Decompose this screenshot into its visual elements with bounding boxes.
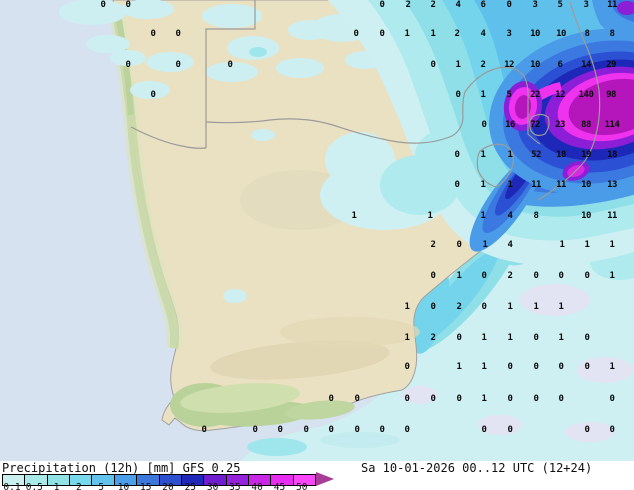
scale-segment [293,475,316,485]
border-botswana-sa-limpopo [205,66,541,145]
scale-tick-label: 1 [53,482,60,490]
ocean-lavender-patches [402,284,633,442]
scale-segment [137,475,160,485]
country-borders [130,0,601,201]
legend-strip: Precipitation (12h) [mm] GFS 0.25 Sa 10-… [0,461,634,490]
color-scale-bar [2,474,316,486]
scale-segment [248,475,272,485]
precipitation-map: 0 0 0 2 2 4 6 0 3 5 3 11 0 0 0 0 1 1 2 4 3 10 10 8 8 0 0 0 0 1 2 12 10 6 1… [0,0,634,461]
scale-segment [226,475,249,485]
scale-tick-label: 15 [140,482,152,490]
scale-tick-label: 35 [229,482,241,490]
scale-tick-label: 20 [162,482,174,490]
map-canvas [0,0,634,461]
scale-segment [70,475,93,485]
border-namibia-botswana [205,0,256,148]
scale-segment [204,475,227,485]
scale-tick-label: 2 [76,482,82,490]
scale-tick-label: 0.5 [25,482,43,490]
scale-segment [159,475,182,485]
scale-segment [181,475,205,485]
scale-segment [25,475,48,485]
forecast-datetime: Sa 10-01-2026 00..12 UTC (12+24) [361,461,593,475]
land-light-precip-patches [59,0,385,303]
scale-tick-label: 45 [273,482,286,490]
scale-tick-label: 25 [184,482,197,490]
scale-tick-label: 0.1 [3,482,21,490]
scale-tick-label: 40 [251,482,263,490]
scale-segment [92,475,115,485]
scale-overflow-arrow [316,472,334,486]
scale-segment [271,475,294,485]
scale-segment [3,475,26,485]
ne-precip-field [320,0,634,266]
border-lesotho [476,143,514,188]
border-eswatini [529,113,550,137]
bright-cyan-spot [249,47,267,57]
border-orange-river [130,126,207,149]
coast-mozambique [537,1,601,201]
scale-tick-label: 10 [117,482,130,490]
scale-segment [114,475,138,485]
scale-segment [47,475,71,485]
scale-tick-label: 30 [206,482,219,490]
scale-tick-labels: 0.1 0.5 1 2 5 10 15 20 25 30 35 40 45 50 [0,482,340,490]
scale-tick-label: 50 [296,482,308,490]
scale-tick-label: 5 [98,482,105,490]
